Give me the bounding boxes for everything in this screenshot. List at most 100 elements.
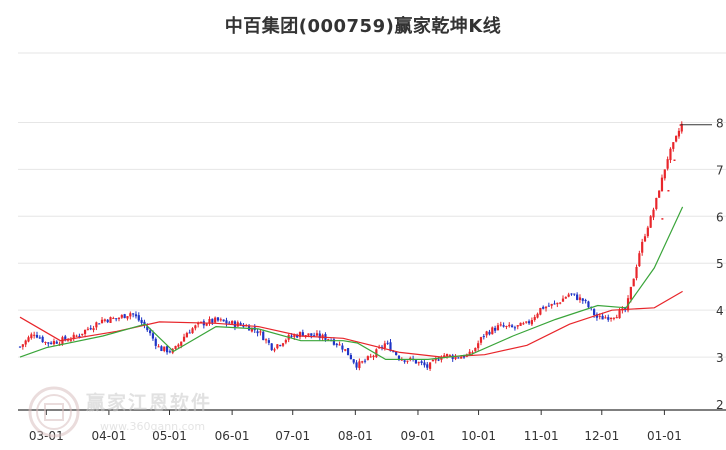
candle-body bbox=[499, 324, 502, 326]
x-tick-label: 10-01 bbox=[461, 429, 496, 443]
candle-body bbox=[652, 209, 655, 218]
x-tick-label: 12-01 bbox=[584, 429, 619, 443]
candle-body bbox=[72, 334, 75, 339]
candle-body bbox=[270, 343, 273, 350]
candle-body bbox=[669, 148, 672, 161]
candle-body bbox=[530, 320, 533, 325]
candle-body bbox=[593, 309, 596, 316]
candle-body bbox=[267, 340, 270, 343]
candle-body bbox=[477, 343, 480, 349]
candle-body bbox=[547, 305, 550, 307]
ma-short-line bbox=[19, 206, 684, 360]
candle-body bbox=[519, 322, 522, 326]
candle-body bbox=[256, 331, 259, 334]
candle-body bbox=[50, 342, 53, 344]
candle-body bbox=[363, 360, 367, 362]
candle-body bbox=[313, 335, 316, 337]
candle-body bbox=[315, 333, 319, 336]
candle-body bbox=[567, 294, 570, 297]
candle-body bbox=[556, 302, 559, 305]
candle-body bbox=[672, 142, 675, 149]
candle-body bbox=[346, 348, 350, 356]
candle-body bbox=[115, 318, 118, 320]
candle-body bbox=[344, 349, 347, 351]
candle-body bbox=[75, 335, 78, 337]
candle-body bbox=[154, 338, 157, 346]
watermark-url: www.360gann.com bbox=[100, 420, 206, 433]
candle-body bbox=[386, 342, 389, 344]
candle-body bbox=[47, 342, 50, 344]
candle-body bbox=[293, 335, 296, 338]
candle-body bbox=[437, 359, 440, 361]
candle-body bbox=[570, 293, 573, 295]
x-tick-label: 01-01 bbox=[647, 429, 682, 443]
candle-body bbox=[502, 325, 505, 327]
candle-body bbox=[146, 326, 149, 331]
candle-body bbox=[174, 345, 177, 349]
candle-body bbox=[539, 307, 542, 315]
candle-body bbox=[284, 340, 287, 343]
candle-body bbox=[120, 315, 123, 318]
candle-body bbox=[349, 355, 352, 360]
candle-body bbox=[522, 323, 525, 325]
candle-body bbox=[573, 293, 576, 295]
candle-body bbox=[375, 349, 378, 357]
candle-body bbox=[64, 336, 67, 340]
candle-body bbox=[601, 315, 604, 320]
candle-body bbox=[137, 315, 140, 321]
candle-body bbox=[510, 325, 514, 328]
candle-body bbox=[462, 355, 466, 358]
candle-body bbox=[607, 317, 610, 320]
candle-body bbox=[496, 325, 500, 331]
candle-body bbox=[83, 329, 87, 334]
y-tick-label: 4 bbox=[716, 304, 724, 318]
candle-body bbox=[658, 190, 661, 198]
candle-body bbox=[655, 197, 658, 209]
candle-body bbox=[211, 318, 214, 323]
candle-body bbox=[468, 351, 471, 356]
candle-body bbox=[649, 216, 652, 228]
candle-body bbox=[38, 337, 41, 339]
candle-body bbox=[392, 351, 395, 353]
candle-body bbox=[140, 319, 143, 323]
y-tick-label: 3 bbox=[716, 351, 724, 365]
candle-body bbox=[185, 333, 188, 338]
candle-body bbox=[21, 344, 24, 347]
candle-body bbox=[52, 341, 56, 345]
candle-body bbox=[536, 313, 539, 318]
candle-layer bbox=[18, 121, 712, 371]
candle-body bbox=[177, 344, 180, 347]
candle-body bbox=[24, 340, 27, 345]
candle-body bbox=[494, 327, 497, 331]
candle-body bbox=[445, 354, 449, 357]
candle-body bbox=[197, 322, 200, 325]
candle-body bbox=[151, 333, 155, 339]
candle-body bbox=[406, 360, 409, 362]
candle-body bbox=[505, 325, 508, 327]
grid-layer bbox=[18, 52, 726, 358]
candle-body bbox=[55, 341, 58, 344]
candle-body bbox=[30, 334, 33, 339]
candle-body bbox=[533, 317, 536, 320]
candle-body bbox=[544, 306, 548, 309]
candle-body bbox=[561, 298, 565, 302]
candle-body bbox=[27, 337, 30, 342]
candle-body bbox=[578, 297, 582, 300]
x-tick-label: 04-01 bbox=[91, 429, 126, 443]
candle-body bbox=[675, 135, 678, 142]
candle-body bbox=[491, 327, 494, 335]
candle-body bbox=[559, 302, 562, 304]
chart-title: 中百集团(000759)赢家乾坤K线 bbox=[224, 16, 502, 37]
candle-body bbox=[194, 325, 197, 329]
candle-body bbox=[112, 318, 115, 320]
candle-body bbox=[414, 359, 418, 364]
candle-body bbox=[471, 352, 474, 354]
candle-body bbox=[188, 332, 191, 334]
candle-body bbox=[513, 327, 517, 329]
x-tick-label: 05-01 bbox=[152, 429, 187, 443]
candle-body bbox=[301, 332, 304, 337]
candle-body bbox=[298, 332, 302, 337]
candle-body bbox=[454, 356, 457, 359]
candle-body bbox=[143, 321, 146, 326]
